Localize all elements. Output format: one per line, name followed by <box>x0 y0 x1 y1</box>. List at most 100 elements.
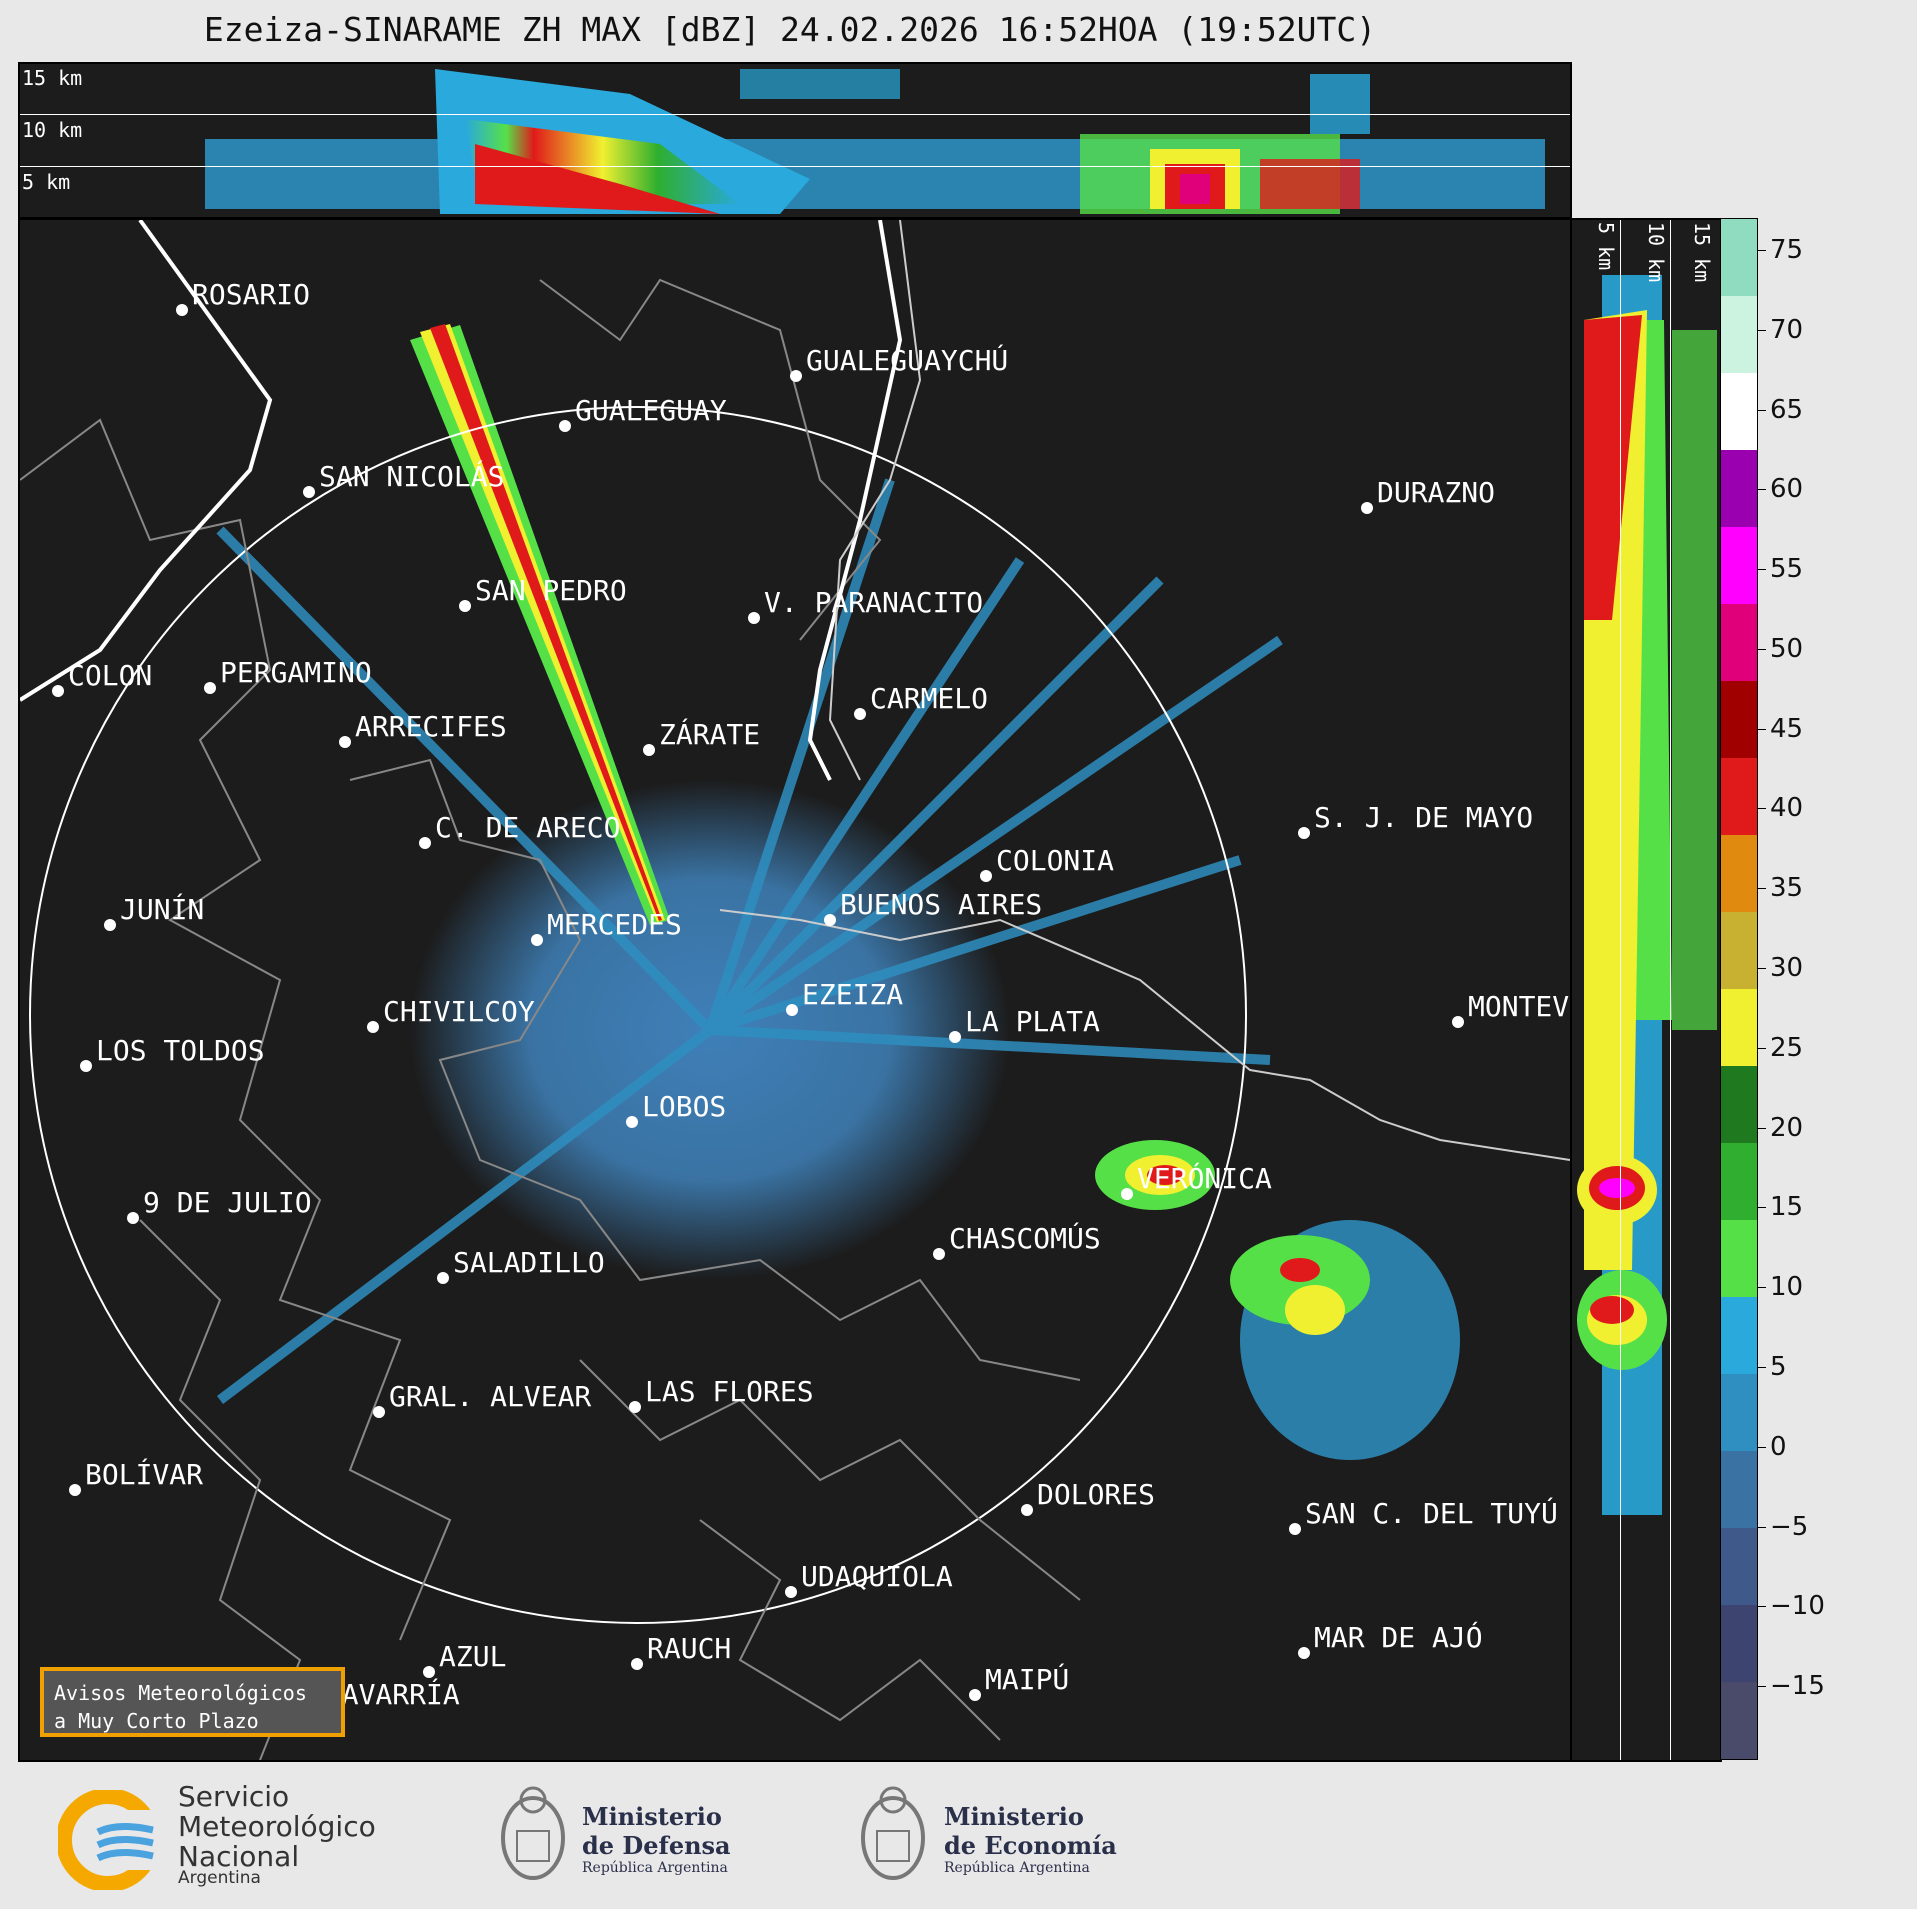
colorbar-tick <box>1758 1606 1766 1608</box>
colorbar-tick <box>1758 1446 1766 1448</box>
city-label-chivilcoy: CHIVILCOY <box>383 995 535 1028</box>
city-dot-9-de-julio <box>127 1212 139 1224</box>
city-dot-buenos-aires <box>824 914 836 926</box>
avisos-line1: Avisos Meteorológicos <box>54 1681 307 1705</box>
avisos-line2: a Muy Corto Plazo <box>54 1709 259 1733</box>
colorbar-tick-label: 60 <box>1770 474 1804 505</box>
city-label-saladillo: SALADILLO <box>453 1246 605 1279</box>
colorbar-segment <box>1721 1219 1757 1297</box>
colorbar-tick <box>1758 648 1766 650</box>
colorbar-tick-label: 35 <box>1770 873 1804 904</box>
city-label-montevideo: MONTEV <box>1468 990 1570 1023</box>
city-dot-los-toldos <box>80 1060 92 1072</box>
city-dot-saladillo <box>437 1272 449 1284</box>
city-dot-veronica <box>1121 1188 1133 1200</box>
economia-text: Ministerio de Economía República Argenti… <box>944 1802 1117 1876</box>
side-height-label-5km: 5 km <box>1594 222 1618 271</box>
city-label-la-plata: LA PLATA <box>965 1005 1100 1038</box>
colorbar-segment <box>1721 1142 1757 1220</box>
height-label-5km: 5 km <box>22 170 71 194</box>
colorbar-tick-label: 75 <box>1770 234 1804 265</box>
economia-sub: República Argentina <box>944 1860 1090 1876</box>
city-dot-maipu <box>969 1689 981 1701</box>
city-dot-las-flores <box>629 1401 641 1413</box>
city-label-gualeguaychu: GUALEGUAYCHÚ <box>806 344 1009 377</box>
colorbar-segment <box>1721 911 1757 989</box>
city-dot-v-paranacito <box>748 612 760 624</box>
city-dot-mercedes <box>531 934 543 946</box>
defensa-sub: República Argentina <box>582 1860 728 1876</box>
defensa-seal-icon <box>495 1776 571 1900</box>
city-label-udaquiola: UDAQUIOLA <box>801 1560 953 1593</box>
side-cross-section-panel: 5 km 10 km 15 km <box>1570 218 1722 1762</box>
city-dot-colonia <box>980 870 992 882</box>
city-dot-colon <box>52 685 64 697</box>
smn-logo <box>56 1788 160 1892</box>
colorbar-tick-label: 55 <box>1770 554 1804 585</box>
city-dot-dolores <box>1021 1504 1033 1516</box>
city-dot-san-pedro <box>459 600 471 612</box>
colorbar-segment <box>1721 449 1757 527</box>
smn-name-line2: Meteorológico <box>178 1810 376 1843</box>
colorbar-segment <box>1721 834 1757 912</box>
city-label-los-toldos: LOS TOLDOS <box>96 1034 265 1067</box>
city-dot-azul <box>423 1666 435 1678</box>
smn-name-line1: Servicio <box>178 1780 290 1813</box>
smn-name: Servicio Meteorológico Nacional <box>178 1782 376 1872</box>
colorbar-tick-label: 5 <box>1770 1352 1787 1382</box>
colorbar-tick <box>1758 1526 1766 1528</box>
city-label-azul: AZUL <box>439 1640 507 1673</box>
height-label-15km: 15 km <box>22 66 83 90</box>
colorbar-tick-label: 40 <box>1770 793 1804 824</box>
colorbar-segment <box>1721 1450 1757 1528</box>
city-dot-mar-de-ajo <box>1298 1647 1310 1659</box>
city-dot-arrecifes <box>339 736 351 748</box>
city-dot-rauch <box>631 1658 643 1670</box>
colorbar-tick <box>1758 968 1766 970</box>
height-line-5km <box>20 166 1570 167</box>
colorbar-segment <box>1721 372 1757 450</box>
colorbar-tick-label: 65 <box>1770 394 1804 425</box>
side-height-line-10km <box>1670 220 1671 1760</box>
city-label-bolivar: BOLÍVAR <box>85 1458 204 1491</box>
city-label-carmelo: CARMELO <box>870 682 989 715</box>
height-label-10km: 10 km <box>22 118 83 142</box>
city-label-junin: JUNÍN <box>120 893 205 926</box>
radar-map-panel: ROSARIO GUALEGUAYCHÚ GUALEGUAY SAN NICOLÁS D… <box>18 218 1572 1762</box>
avisos-button[interactable]: Avisos Meteorológicos a Muy Corto Plazo <box>40 1667 345 1737</box>
side-height-label-15km: 15 km <box>1690 222 1714 283</box>
city-dot-la-plata <box>949 1031 961 1043</box>
map-title: Ezeiza-SINARAME ZH MAX [dBZ] 24.02.2026 … <box>203 10 1377 49</box>
economia-line2: de Economía <box>944 1831 1117 1860</box>
city-dot-gral-alvear <box>373 1406 385 1418</box>
colorbar-tick <box>1758 249 1766 251</box>
city-dot-c-de-areco <box>419 837 431 849</box>
city-dot-rosario <box>176 304 188 316</box>
city-label-san-nicolas: SAN NICOLÁS <box>319 460 505 493</box>
city-label-durazno: DURAZNO <box>1377 476 1496 509</box>
city-dot-montevideo <box>1452 1016 1464 1028</box>
colorbar-tick <box>1758 329 1766 331</box>
city-dot-chivilcoy <box>367 1021 379 1033</box>
colorbar-tick <box>1758 1047 1766 1049</box>
city-label-gral-alvear: GRAL. ALVEAR <box>389 1380 592 1413</box>
colorbar-tick <box>1758 409 1766 411</box>
radar-map <box>20 220 1570 1760</box>
city-label-gualeguay: GUALEGUAY <box>575 394 727 427</box>
uruguay-river <box>828 220 922 781</box>
economia-seal-icon <box>855 1776 931 1900</box>
city-label-pergamino: PERGAMINO <box>220 656 372 689</box>
colorbar-tick-label: 10 <box>1770 1272 1804 1303</box>
city-label-san-c-del-tuyu: SAN C. DEL TUYÚ <box>1305 1497 1558 1530</box>
city-label-rosario: ROSARIO <box>192 278 311 311</box>
colorbar-tick-label: 0 <box>1770 1431 1787 1462</box>
side-height-label-10km: 10 km <box>1644 222 1668 283</box>
range-ring <box>29 406 1247 1624</box>
colorbar-segment <box>1721 757 1757 835</box>
city-label-las-flores: LAS FLORES <box>645 1375 814 1408</box>
colorbar-tick <box>1758 1367 1766 1368</box>
colorbar-segment <box>1721 1527 1757 1605</box>
city-dot-zarate <box>643 744 655 756</box>
top-cross-section-panel: 15 km 10 km 5 km <box>18 62 1572 219</box>
colorbar-segment <box>1721 680 1757 758</box>
